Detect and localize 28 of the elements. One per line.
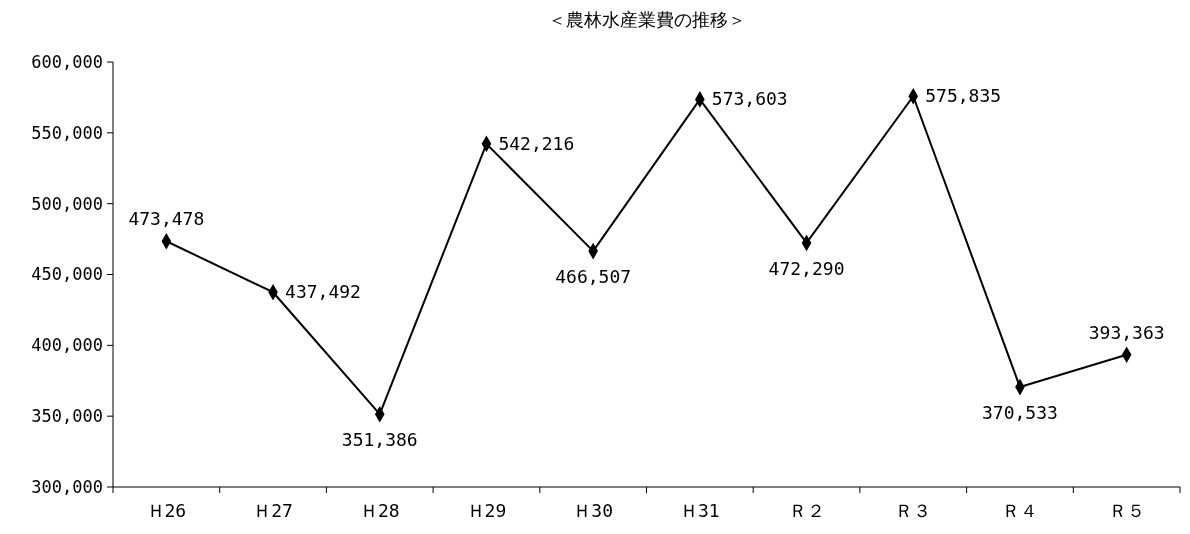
- x-tick-label: Ｈ26: [146, 500, 187, 521]
- y-tick-label: 300,000: [31, 476, 103, 497]
- data-label: 472,290: [768, 257, 845, 279]
- x-tick-label: Ｈ31: [680, 500, 720, 521]
- y-tick-label: 500,000: [31, 193, 103, 214]
- x-tick-label: Ｈ29: [466, 500, 507, 521]
- x-tick-label: Ｈ27: [253, 500, 293, 521]
- data-label: 573,603: [711, 88, 788, 110]
- data-label: 542,216: [498, 132, 575, 154]
- x-tick-label: Ｒ２: [788, 500, 825, 521]
- y-tick-label: 550,000: [31, 122, 103, 143]
- data-label: 351,386: [341, 429, 418, 451]
- data-label: 393,363: [1088, 321, 1165, 343]
- chart-title: ＜農林水産業費の推移＞: [547, 9, 746, 30]
- y-tick-label: 450,000: [31, 264, 103, 285]
- y-tick-label: 350,000: [31, 406, 103, 427]
- x-tick-label: Ｈ28: [359, 500, 400, 521]
- x-tick-label: Ｒ４: [1001, 500, 1038, 521]
- x-tick-label: Ｒ５: [1108, 500, 1145, 521]
- data-label: 370,533: [982, 402, 1058, 424]
- y-tick-label: 400,000: [31, 335, 103, 356]
- data-label: 575,835: [925, 85, 1002, 107]
- data-label: 466,507: [555, 266, 632, 288]
- y-tick-label: 600,000: [31, 51, 103, 72]
- x-tick-label: Ｈ30: [573, 500, 613, 521]
- data-label: 437,492: [285, 281, 361, 303]
- x-tick-label: Ｒ３: [895, 500, 932, 521]
- data-label: 473,478: [128, 208, 205, 230]
